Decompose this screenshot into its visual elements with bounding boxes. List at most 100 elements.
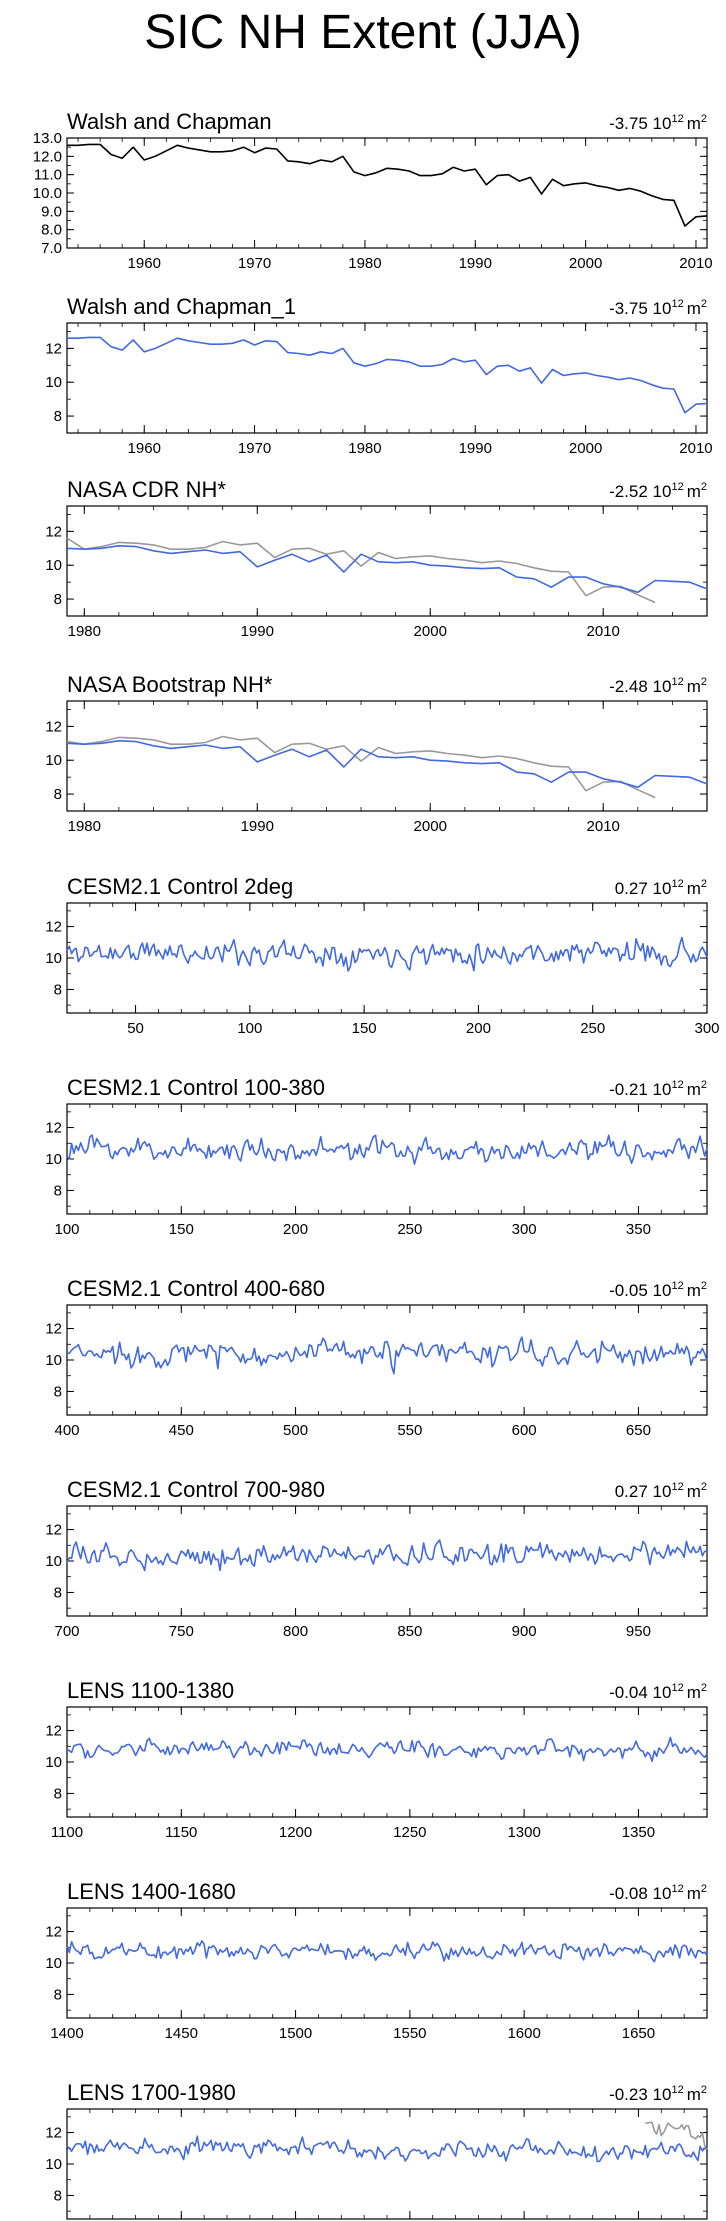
x-tick-label: 1980: [348, 440, 381, 457]
trend-label: -0.05 1012 m2: [609, 1280, 707, 1300]
series-line-cesm2-1-control-100-380: [66, 1134, 708, 1165]
y-tick-label: 12: [45, 1924, 62, 1941]
x-tick-label: 100: [237, 1020, 262, 1037]
x-tick-label: 150: [352, 1020, 377, 1037]
y-tick-label: 8: [54, 1986, 62, 2003]
y-tick-label: 11.0: [34, 167, 62, 184]
y-tick-label: 12: [45, 523, 62, 540]
x-tick-label: 200: [466, 1020, 491, 1037]
x-tick-label: 1150: [165, 1824, 197, 1841]
trend-label: -3.75 1012 m2: [609, 113, 707, 133]
y-tick-label: 8: [54, 408, 62, 425]
x-tick-label: 1960: [128, 255, 161, 272]
x-tick-label: 1100: [51, 1824, 83, 1841]
x-tick-label: 650: [626, 1422, 651, 1439]
x-tick-label: 1650: [622, 2025, 655, 2042]
series-line-lens-1700-1980: [66, 2135, 708, 2163]
trend-label: -0.04 1012 m2: [609, 1682, 707, 1702]
plot-frame: [66, 1505, 708, 1617]
trend-label: 0.27 1012 m2: [615, 1481, 707, 1501]
y-tick-label: 12.0: [33, 148, 62, 165]
series-line-cesm2-1-control-400-680: [67, 1336, 708, 1375]
x-tick-label: 250: [580, 1020, 605, 1037]
x-tick-label: 850: [397, 1623, 422, 1640]
y-tick-label: 10: [45, 1553, 62, 1570]
series-line-walsh-and-chapman: [66, 735, 656, 799]
chart-title: Walsh and Chapman_1: [67, 294, 296, 319]
x-tick-label: 1350: [622, 1824, 655, 1841]
x-tick-label: 550: [397, 1422, 422, 1439]
x-tick-label: 1300: [507, 1824, 540, 1841]
plot-frame: [66, 1907, 708, 2019]
y-tick-label: 12: [45, 2125, 62, 2142]
series-line-walsh-and-chapman: [66, 537, 656, 604]
x-tick-label: 2010: [587, 623, 620, 640]
x-tick-label: 500: [283, 1422, 308, 1439]
x-tick-label: 200: [283, 1221, 308, 1238]
x-tick-label: 1980: [68, 623, 101, 640]
chart-panel-8: CESM2.1 Control 700-980 0.27 1012 m2 700 750…: [45, 1477, 708, 1640]
chart-title: NASA CDR NH*: [67, 477, 226, 502]
x-tick-label: 100: [54, 1221, 79, 1238]
x-tick-label: 2000: [414, 623, 447, 640]
x-tick-label: 50: [127, 1020, 144, 1037]
plot-frame: [66, 505, 708, 617]
x-tick-label: 2010: [679, 440, 712, 457]
x-tick-label: 1990: [241, 818, 274, 835]
x-tick-label: 1980: [68, 818, 101, 835]
y-tick-label: 9.0: [41, 203, 62, 220]
y-tick-label: 8: [54, 2187, 62, 2204]
chart-title: LENS 1400-1680: [67, 1879, 236, 1904]
plot-frame: [66, 137, 708, 249]
y-tick-label: 8.0: [41, 222, 62, 239]
y-tick-label: 12: [45, 1321, 62, 1338]
chart-panel-3: NASA CDR NH* -2.52 1012 m2 1980 1990 2000 2010…: [45, 477, 708, 640]
x-tick-label: 1990: [459, 440, 492, 457]
chart-panel-10: LENS 1400-1680 -0.08 1012 m2 1400 1450 1500 15…: [45, 1879, 708, 2042]
x-tick-label: 250: [397, 1221, 422, 1238]
chart-panel-7: CESM2.1 Control 400-680 -0.05 1012 m2 400 45…: [45, 1276, 708, 1439]
x-tick-label: 1970: [238, 440, 271, 457]
y-tick-label: 10: [45, 2156, 62, 2173]
page-title: SIC NH Extent (JJA): [144, 6, 582, 59]
x-tick-label: 1450: [165, 2025, 198, 2042]
y-tick-label: 12: [45, 1522, 62, 1539]
y-tick-label: 8: [54, 1383, 62, 1400]
series-line-lens-1100-1380: [66, 1736, 708, 1762]
x-tick-label: 1960: [128, 440, 161, 457]
x-tick-label: 750: [169, 1623, 194, 1640]
x-tick-label: 1990: [241, 623, 274, 640]
chart-title: NASA Bootstrap NH*: [67, 672, 273, 697]
x-tick-label: 800: [283, 1623, 308, 1640]
chart-panel-1: Walsh and Chapman -3.75 1012 m2 1960 1970 198…: [33, 109, 713, 272]
plot-frame: [66, 1103, 708, 1215]
y-tick-label: 10: [45, 752, 62, 769]
x-tick-label: 2010: [587, 818, 620, 835]
chart-title: CESM2.1 Control 400-680: [67, 1276, 325, 1301]
y-tick-label: 8: [54, 1584, 62, 1601]
y-tick-label: 10: [45, 1352, 62, 1369]
chart-panel-11: LENS 1700-1980-0.23 1012m217001750180018…: [45, 2080, 708, 2220]
x-tick-label: 450: [169, 1422, 194, 1439]
series-line-walsh-and-chapman: [67, 143, 708, 227]
trend-label: 0.27 1012 m2: [615, 878, 707, 898]
x-tick-label: 900: [512, 1623, 537, 1640]
chart-title: LENS 1100-1380: [67, 1678, 234, 1703]
x-tick-label: 1400: [50, 2025, 83, 2042]
y-tick-label: 10: [45, 1151, 62, 1168]
chart-panel-6: CESM2.1 Control 100-380 -0.21 1012 m2 100 15…: [45, 1075, 708, 1238]
plot-frame: [66, 1304, 708, 1416]
x-tick-label: 1600: [507, 2025, 540, 2042]
series-line-nasa-bootstrap-nh-: [66, 740, 708, 789]
x-tick-label: 300: [512, 1221, 537, 1238]
x-tick-label: 400: [54, 1422, 79, 1439]
y-tick-label: 8: [54, 1785, 62, 1802]
chart-panel-9: LENS 1100-1380 -0.04 1012 m2 1100 1150 1200 12…: [45, 1678, 708, 1841]
chart-panel-2: Walsh and Chapman_1 -3.75 1012 m2 1960 1970 1…: [45, 294, 712, 457]
x-tick-label: 150: [169, 1221, 194, 1238]
series-line-walsh-and-chapman-1: [67, 336, 708, 414]
trend-label: -0.21 1012 m2: [609, 1079, 707, 1099]
chart-title: LENS 1700-1980: [67, 2080, 236, 2105]
